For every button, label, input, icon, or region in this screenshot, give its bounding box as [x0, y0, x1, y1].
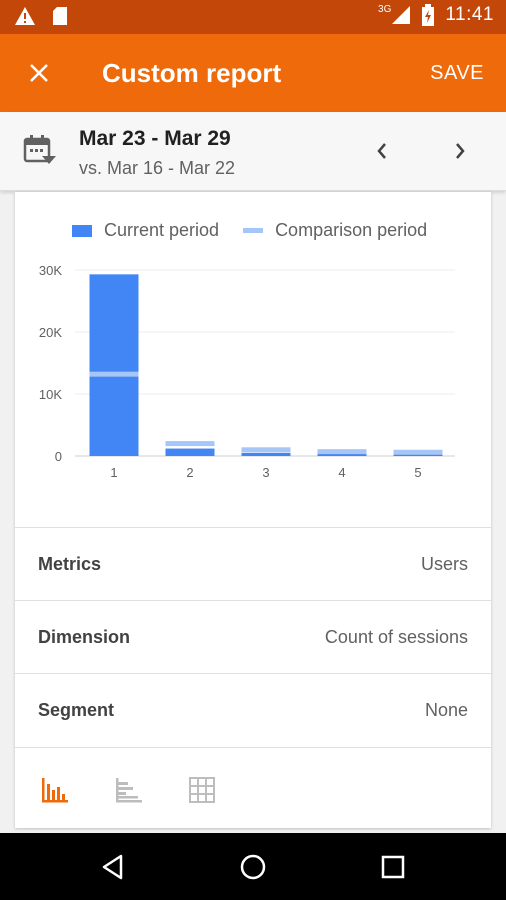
bar-comparison [393, 449, 443, 455]
system-nav-bar [0, 833, 506, 900]
dimension-row[interactable]: Dimension Count of sessions [15, 600, 491, 674]
legend-swatch-current [72, 224, 92, 237]
metrics-row[interactable]: Metrics Users [15, 527, 491, 601]
date-range-bar: Mar 23 - Mar 29 vs. Mar 16 - Mar 22 [0, 112, 506, 191]
dimension-label: Dimension [38, 627, 131, 647]
bar-comparison [89, 371, 139, 377]
signal-3g-icon [392, 6, 411, 24]
home-button[interactable] [237, 851, 269, 883]
bar-chart-view-button[interactable] [40, 776, 70, 804]
comparison-range[interactable]: vs. Mar 16 - Mar 22 [79, 158, 236, 178]
x-tick-label: 2 [186, 465, 193, 480]
horizontal-bar-chart-icon [116, 778, 142, 803]
x-tick-label: 3 [262, 465, 269, 480]
legend-label-current: Current period [104, 220, 220, 240]
y-tick-label: 10K [39, 387, 62, 402]
legend-swatch-comparison [243, 228, 264, 233]
table-view-button[interactable] [187, 776, 217, 804]
segment-row[interactable]: Segment None [15, 673, 491, 747]
clock: 11:41 [445, 4, 494, 25]
recents-icon [381, 855, 405, 879]
app-bar: Custom report SAVE [0, 34, 506, 112]
bar-current [393, 454, 443, 456]
x-tick-label: 1 [110, 465, 117, 480]
x-tick-label: 4 [338, 465, 345, 480]
close-icon [30, 64, 48, 82]
y-tick-label: 20K [39, 325, 62, 340]
date-picker-button[interactable] [22, 134, 58, 173]
bar-comparison [165, 441, 215, 447]
previous-period-button[interactable] [370, 138, 394, 164]
segment-value: None [424, 700, 468, 720]
segment-label: Segment [38, 700, 115, 720]
bar-current [89, 274, 139, 456]
dimension-value: Count of sessions [324, 627, 468, 647]
x-tick-label: 5 [414, 465, 421, 480]
save-button[interactable]: SAVE [430, 62, 484, 84]
view-mode-bar [15, 747, 491, 829]
chart-legend: Current period Comparison period [72, 220, 427, 241]
warning-icon [15, 7, 35, 25]
back-icon [102, 854, 123, 880]
bar-current [165, 448, 215, 456]
horizontal-bar-chart-view-button[interactable] [114, 776, 144, 804]
battery-charging-icon [422, 4, 435, 26]
sd-card-icon [53, 7, 67, 25]
chevron-right-icon [456, 143, 465, 159]
page-title: Custom report [102, 58, 282, 88]
bar-current [241, 452, 291, 456]
bar-current [317, 453, 367, 456]
calendar-icon [23, 135, 56, 164]
bar-chart-icon [42, 778, 68, 803]
back-button[interactable] [97, 851, 129, 883]
network-type: 3G [378, 3, 392, 15]
home-icon [240, 854, 266, 880]
metrics-value: Users [420, 554, 468, 574]
next-period-button[interactable] [448, 138, 472, 164]
bar-comparison [317, 449, 367, 455]
report-card: Current period Comparison period 0 10K 20K… [15, 192, 491, 828]
bar-comparison [241, 447, 291, 453]
y-tick-label: 0 [55, 449, 62, 464]
y-tick-label: 30K [39, 263, 62, 278]
bar-chart: 0 10K 20K 30K 1 2 3 4 5 [39, 263, 455, 480]
table-icon [189, 777, 215, 803]
metrics-label: Metrics [38, 554, 102, 574]
close-button[interactable] [20, 54, 58, 92]
recents-button[interactable] [377, 851, 409, 883]
status-bar: 3G 11:41 [0, 0, 506, 34]
date-range[interactable]: Mar 23 - Mar 29 [79, 127, 231, 150]
chevron-left-icon [377, 143, 386, 159]
legend-label-comparison: Comparison period [275, 220, 428, 240]
